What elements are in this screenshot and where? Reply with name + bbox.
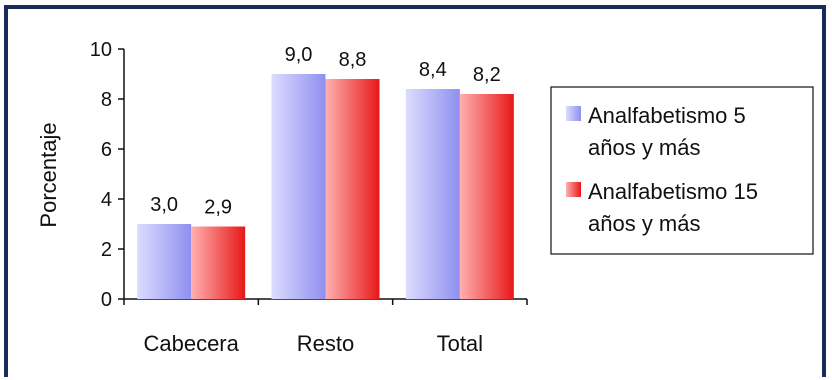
y-axis-title: Porcentaje <box>36 122 61 227</box>
bar <box>405 89 460 299</box>
plot-area: 0 2 4 6 8 10 3,0 2,9 Cabecera 9,0 8,8 Resto 8,4 8,2 To… <box>90 39 528 356</box>
y-tick-label: 10 <box>90 39 112 61</box>
y-tick-label: 6 <box>101 139 112 161</box>
legend-label: Analfabetismo 15 <box>588 179 758 204</box>
legend-swatch <box>566 106 581 121</box>
y-tick-label: 8 <box>101 89 112 111</box>
data-label: 3,0 <box>150 194 178 216</box>
data-label: 9,0 <box>285 44 313 66</box>
x-category-label: Total <box>437 331 483 356</box>
bar <box>325 79 380 299</box>
data-label: 8,2 <box>473 64 501 86</box>
legend-label: años y más <box>588 211 701 236</box>
bar <box>271 74 326 299</box>
legend: Analfabetismo 5 años y más Analfabetismo 1… <box>550 86 814 255</box>
legend-swatch <box>566 182 581 197</box>
x-category-label: Cabecera <box>143 331 239 356</box>
data-label: 8,8 <box>339 49 367 71</box>
x-category-label: Resto <box>297 331 354 356</box>
bar <box>191 226 246 299</box>
legend-box <box>550 86 814 255</box>
y-tick-label: 0 <box>101 289 112 311</box>
legend-label: años y más <box>588 135 701 160</box>
y-tick-label: 2 <box>101 239 112 261</box>
bar <box>459 94 514 299</box>
y-tick-label: 4 <box>101 189 112 211</box>
legend-label: Analfabetismo 5 <box>588 103 746 128</box>
data-label: 2,9 <box>204 197 232 219</box>
bar <box>137 224 192 299</box>
data-label: 8,4 <box>419 59 447 81</box>
